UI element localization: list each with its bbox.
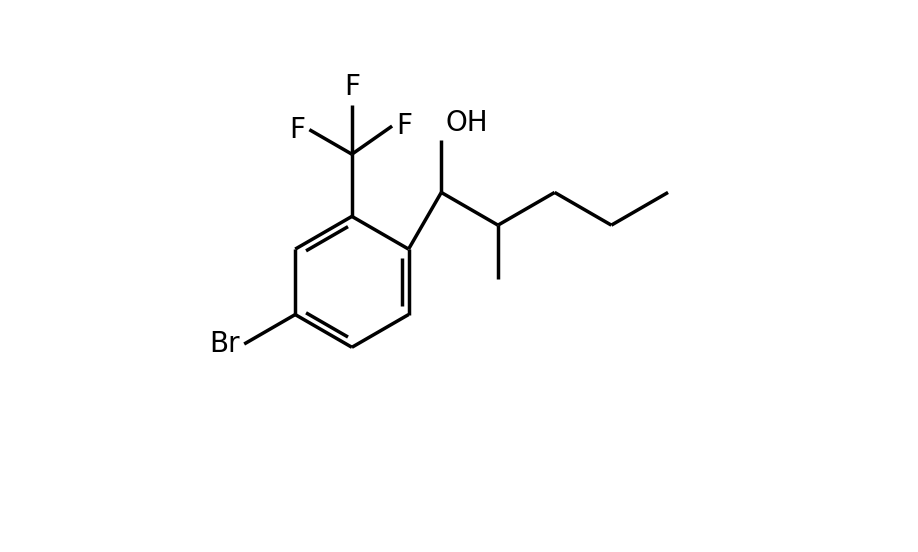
Text: OH: OH	[446, 109, 488, 137]
Text: F: F	[289, 116, 305, 144]
Text: F: F	[397, 112, 413, 140]
Text: F: F	[344, 72, 360, 100]
Text: Br: Br	[209, 330, 240, 358]
